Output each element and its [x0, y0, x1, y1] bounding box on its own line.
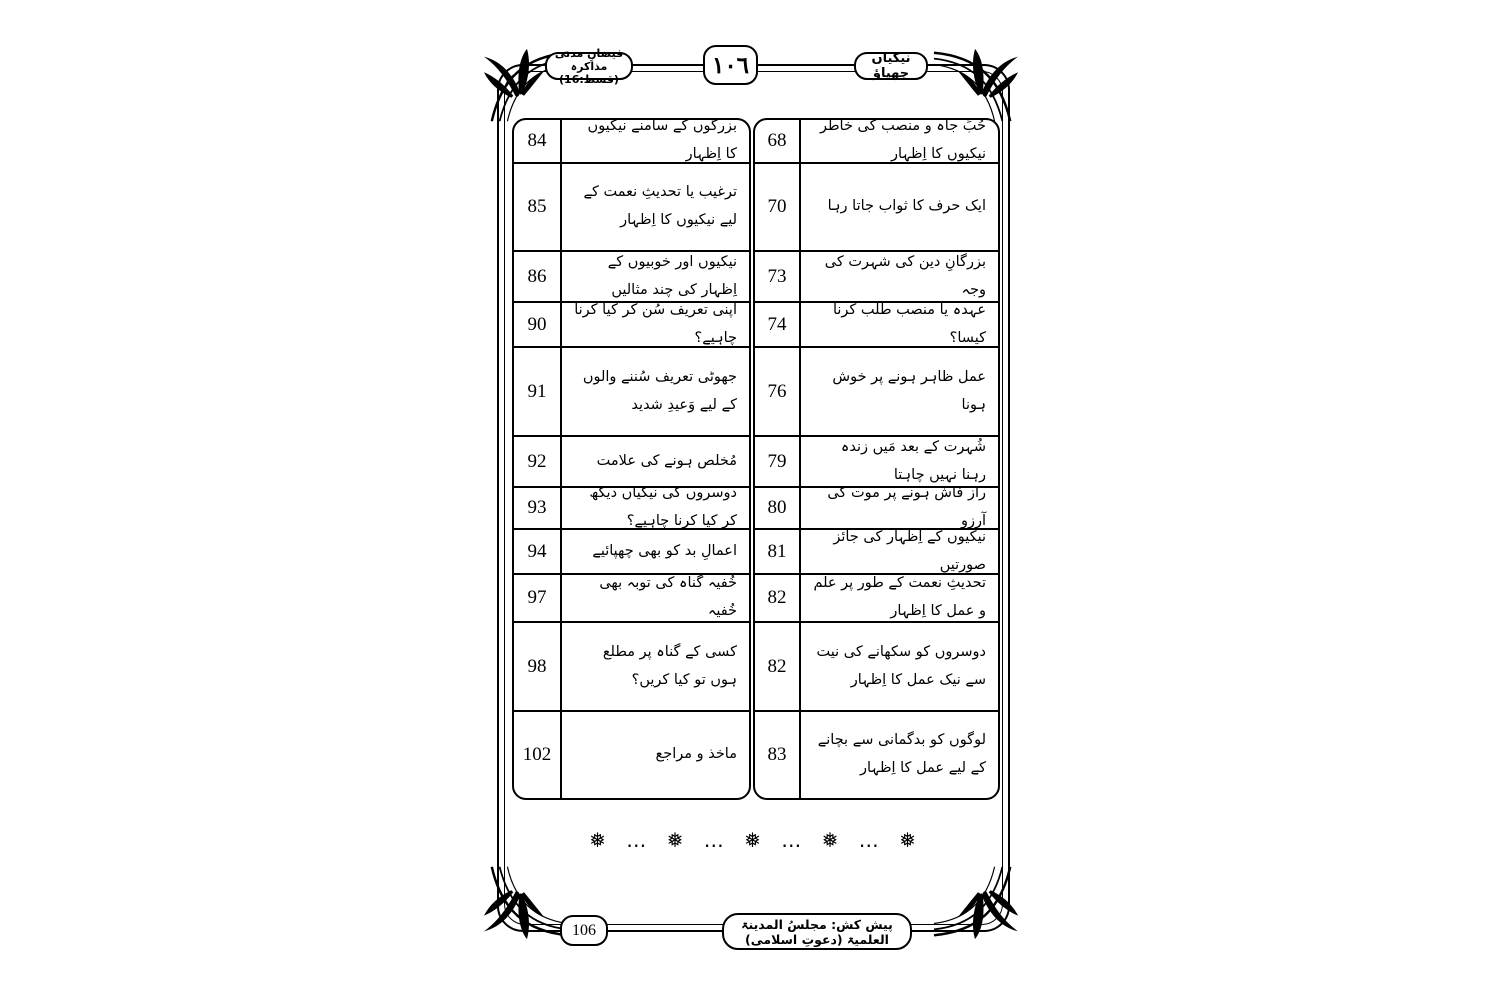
corner-leaf-ornament	[932, 46, 1020, 126]
toc-page-number: 93	[514, 488, 562, 528]
toc-row: 91 جھوٹی تعریف سُننے والوں کے لیے وَعیدِ…	[514, 346, 749, 435]
toc-row: 76 عمل ظاہر ہونے پر خوش ہونا	[755, 346, 998, 435]
header-booklet-label: فیضانِ مدنی مذاکرہ (قسط:16)	[545, 47, 633, 86]
toc-right-column: 68 حُبِّ جاہ و منصب کی خاطر نیکیوں کا اِ…	[753, 118, 1000, 800]
toc-entry-title: کسی کے گناہ پر مطلع ہوں تو کیا کریں؟	[602, 643, 737, 688]
toc-row: 80 راز فاش ہونے پر موت کی آرزو	[755, 485, 998, 529]
toc-page-number: 85	[514, 164, 562, 250]
toc-page-number: 70	[755, 164, 801, 250]
toc-page-number: 98	[514, 623, 562, 710]
toc-row: 85 ترغیب یا تحدیثِ نعمت کے لیے نیکیوں کا…	[514, 162, 749, 250]
toc-row: 82 تحدیثِ نعمت کے طور پر علم و عمل کا اِ…	[755, 573, 998, 621]
toc-row: 93 دوسروں کی نیکیاں دیکھ کر کیا کرنا چاہ…	[514, 485, 749, 529]
toc-entry-title: ماخذ و مراجع	[655, 746, 737, 763]
toc-entry-title: جھوٹی تعریف سُننے والوں کے لیے وَعیدِ شد…	[582, 368, 737, 413]
toc-page-number: 82	[755, 575, 801, 621]
toc-entry-title: اپنی تعریف سُن کر کیا کرنا چاہیے؟	[574, 301, 737, 346]
toc-page-number: 90	[514, 303, 562, 346]
toc-page-number: 79	[755, 437, 801, 486]
toc-page-number: 86	[514, 252, 562, 301]
toc-entry-title: دوسروں کو سکھانے کی نیت سے نیک عمل کا اِ…	[816, 643, 986, 688]
toc-entry-title: حُبِّ جاہ و منصب کی خاطر نیکیوں کا اِظہا…	[820, 118, 986, 162]
toc-entry-title: نیکیوں کے اِظہار کی جائز صورتیں	[833, 528, 986, 573]
toc-page-number: 92	[514, 437, 562, 486]
toc-entry-title: دوسروں کی نیکیاں دیکھ کر کیا کرنا چاہیے؟	[589, 485, 737, 529]
toc-row: 94 اعمالِ بد کو بھی چھپائیے	[514, 528, 749, 573]
toc-page-number: 102	[514, 712, 562, 798]
toc-page-number: 83	[755, 712, 801, 798]
toc-row: 98 کسی کے گناہ پر مطلع ہوں تو کیا کریں؟	[514, 621, 749, 710]
header-page-number-urdu: ١٠٦	[703, 45, 758, 85]
toc-row: 82 دوسروں کو سکھانے کی نیت سے نیک عمل کا…	[755, 621, 998, 710]
toc-row: 92 مُخلص ہونے کی علامت	[514, 435, 749, 486]
toc-row: 74 عہدہ یا منصب طلب کرنا کیسا؟	[755, 301, 998, 346]
toc-row: 97 خُفیہ گناہ کی توبہ بھی خُفیہ	[514, 573, 749, 621]
toc-page-number: 91	[514, 348, 562, 435]
toc-entry-title: بزرگوں کے سامنے نیکیوں کا اِظہار	[587, 118, 737, 162]
toc-page-number: 68	[755, 120, 801, 162]
toc-page-number: 76	[755, 348, 801, 435]
toc-entry-title: ایک حرف کا ثواب جاتا رہا	[827, 198, 986, 215]
toc-row: 84 بزرگوں کے سامنے نیکیوں کا اِظہار	[514, 120, 749, 162]
toc-row: 73 بزرگانِ دین کی شہرت کی وجہ	[755, 250, 998, 301]
toc-page-number: 97	[514, 575, 562, 621]
toc-entry-title: تحدیثِ نعمت کے طور پر علم و عمل کا اِظہا…	[813, 575, 986, 619]
corner-leaf-ornament	[482, 862, 570, 942]
toc-entry-title: بزرگانِ دین کی شہرت کی وجہ	[824, 253, 986, 298]
toc-row: 81 نیکیوں کے اِظہار کی جائز صورتیں	[755, 528, 998, 573]
toc-row: 83 لوگوں کو بدگمانی سے بچانے کے لیے عمل …	[755, 710, 998, 798]
toc-page-number: 94	[514, 530, 562, 573]
toc-entry-title: راز فاش ہونے پر موت کی آرزو	[827, 485, 986, 529]
toc-page-number: 80	[755, 488, 801, 528]
toc-page-number: 84	[514, 120, 562, 162]
toc-row: 70 ایک حرف کا ثواب جاتا رہا	[755, 162, 998, 250]
toc-entry-title: عہدہ یا منصب طلب کرنا کیسا؟	[832, 301, 986, 346]
toc-entry-title: اعمالِ بد کو بھی چھپائیے	[592, 542, 737, 559]
toc-entry-title: مُخلص ہونے کی علامت	[596, 452, 737, 469]
toc-left-column: 84 بزرگوں کے سامنے نیکیوں کا اِظہار 85 ت…	[512, 118, 751, 800]
toc-page-number: 81	[755, 530, 801, 573]
toc-page-number: 74	[755, 303, 801, 346]
toc-entry-title: شُہرت کے بعد مَیں زندہ رہنا نہیں چاہتا	[840, 438, 986, 483]
toc-row: 102 ماخذ و مراجع	[514, 710, 749, 798]
footer-page-number: 106	[560, 915, 608, 946]
toc-page-number: 82	[755, 623, 801, 710]
toc-page-number: 73	[755, 252, 801, 301]
snowflake-ornament-row: ❅ … ❅ … ❅ … ❅ … ❅	[589, 828, 918, 852]
toc-entry-title: لوگوں کو بدگمانی سے بچانے کے لیے عمل کا …	[817, 732, 986, 776]
toc-row: 79 شُہرت کے بعد مَیں زندہ رہنا نہیں چاہت…	[755, 435, 998, 486]
header-book-title: نیکیاں چھپاؤ	[854, 51, 928, 81]
toc-entry-title: نیکیوں اور خوبیوں کے اِظہار کی چند مثالی…	[607, 253, 737, 298]
toc-row: 86 نیکیوں اور خوبیوں کے اِظہار کی چند مث…	[514, 250, 749, 301]
toc-entry-title: ترغیب یا تحدیثِ نعمت کے لیے نیکیوں کا اِ…	[583, 184, 737, 228]
corner-leaf-ornament	[932, 862, 1020, 942]
footer-publisher-label: پیش کش: مجلسُ المدینۃ العلمیۃ (دعوتِ اسل…	[722, 913, 912, 950]
toc-row: 68 حُبِّ جاہ و منصب کی خاطر نیکیوں کا اِ…	[755, 120, 998, 162]
toc-row: 90 اپنی تعریف سُن کر کیا کرنا چاہیے؟	[514, 301, 749, 346]
toc-entry-title: خُفیہ گناہ کی توبہ بھی خُفیہ	[599, 575, 737, 619]
toc-entry-title: عمل ظاہر ہونے پر خوش ہونا	[832, 368, 986, 413]
